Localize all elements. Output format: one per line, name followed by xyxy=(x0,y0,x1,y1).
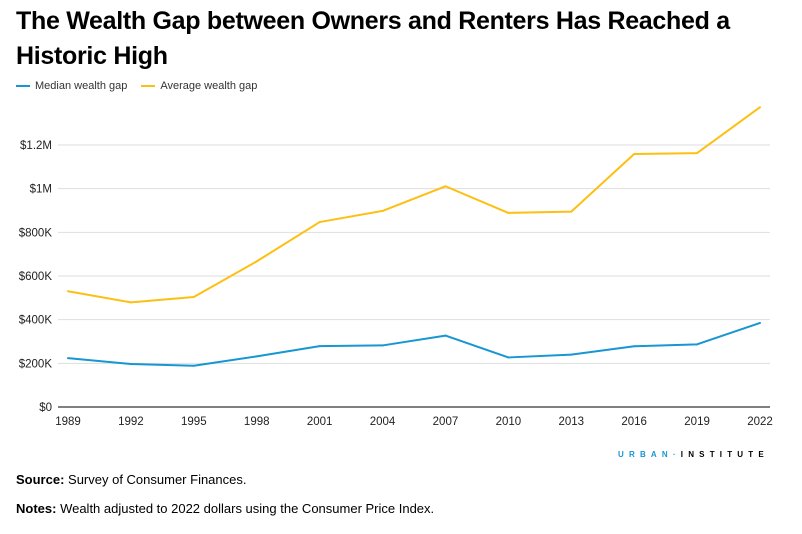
chart-title: The Wealth Gap between Owners and Renter… xyxy=(16,7,730,70)
data-point xyxy=(129,301,132,304)
data-point xyxy=(255,260,258,263)
notes-label: Notes: xyxy=(16,501,57,516)
data-point xyxy=(696,152,699,155)
x-tick-label: 1992 xyxy=(118,416,144,428)
x-tick-label: 2001 xyxy=(307,416,333,428)
logo-institute: INSTITUTE xyxy=(680,450,769,459)
data-point xyxy=(192,364,195,367)
data-point xyxy=(507,356,510,359)
x-tick-label: 2007 xyxy=(433,416,459,428)
data-point xyxy=(67,357,69,360)
data-point xyxy=(67,290,69,293)
data-point xyxy=(444,185,447,188)
y-tick-label: $1M xyxy=(30,184,52,196)
series-line-average xyxy=(67,106,761,304)
logo-sep: · xyxy=(672,450,681,459)
source-text: Survey of Consumer Finances. xyxy=(64,472,247,487)
y-tick-label: $1.2M xyxy=(20,140,52,152)
data-point xyxy=(759,106,761,109)
logo-urban: URBAN xyxy=(618,450,673,459)
data-point xyxy=(381,209,384,212)
y-tick-label: $800K xyxy=(19,227,53,239)
y-tick-label: $200K xyxy=(19,358,53,370)
x-tick-label: 2019 xyxy=(684,416,710,428)
legend-label-average: Average wealth gap xyxy=(160,80,258,92)
data-point xyxy=(633,152,636,155)
x-tick-label: 2010 xyxy=(496,416,522,428)
notes-note: Notes: Wealth adjusted to 2022 dollars u… xyxy=(16,501,434,516)
data-point xyxy=(381,344,384,347)
data-point xyxy=(192,295,195,298)
x-tick-label: 2016 xyxy=(621,416,647,428)
y-tick-label: $600K xyxy=(19,271,53,283)
legend-label-median: Median wealth gap xyxy=(35,80,128,92)
source-label: Source: xyxy=(16,472,65,487)
x-tick-label: 2013 xyxy=(558,416,584,428)
data-point xyxy=(570,210,573,213)
notes-text: Wealth adjusted to 2022 dollars using th… xyxy=(56,501,435,516)
data-point xyxy=(318,221,321,224)
x-tick-label: 1998 xyxy=(244,416,270,428)
legend-item-median: Median wealth gap xyxy=(16,80,127,92)
data-point xyxy=(570,353,573,356)
legend-swatch-median xyxy=(16,85,30,87)
series-line-median xyxy=(67,321,761,367)
data-point xyxy=(633,345,636,348)
y-tick-label: $400K xyxy=(19,315,53,327)
data-point xyxy=(318,345,321,348)
legend-item-average: Average wealth gap xyxy=(141,80,257,92)
source-note: Source: Survey of Consumer Finances. xyxy=(16,472,246,487)
urban-institute-logo: URBAN·INSTITUTE xyxy=(618,450,769,459)
data-point xyxy=(759,321,761,324)
x-tick-label: 2004 xyxy=(370,416,396,428)
x-tick-label: 1995 xyxy=(181,416,207,428)
x-tick-label: 2022 xyxy=(747,416,773,428)
data-point xyxy=(255,355,258,358)
legend-swatch-average xyxy=(141,85,156,87)
legend: Median wealth gap Average wealth gap xyxy=(16,80,257,92)
data-point xyxy=(444,334,447,337)
y-tick-label: $0 xyxy=(39,402,52,414)
data-point xyxy=(507,211,510,214)
data-point xyxy=(696,343,699,346)
data-point xyxy=(129,362,132,365)
x-tick-label: 1989 xyxy=(55,416,81,428)
